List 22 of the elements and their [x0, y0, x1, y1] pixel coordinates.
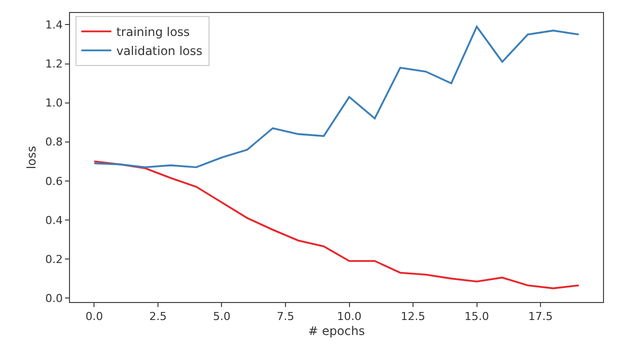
y-tick-label: 0.6: [45, 174, 63, 188]
x-tick-label: 15.0: [464, 310, 490, 324]
x-tick-label: 2.5: [149, 310, 167, 324]
y-tick-label: 0.4: [45, 214, 63, 227]
x-tick-label: 12.5: [400, 310, 426, 324]
x-tick-label: 10.0: [337, 310, 362, 324]
y-tick-label: 0.8: [45, 136, 63, 149]
line-series: [93, 160, 580, 290]
x-axis-title: # epochs: [308, 324, 365, 338]
legend-label: validation loss: [116, 44, 202, 58]
x-tick-label: 17.5: [528, 310, 553, 324]
y-tick-label: 1.4: [45, 18, 63, 32]
legend-label: training loss: [116, 25, 190, 40]
y-tick-label: 0.0: [45, 292, 63, 305]
line-series: [93, 26, 580, 168]
y-tick-label: 1.2: [45, 58, 63, 71]
y-axis-title: loss: [24, 146, 39, 170]
y-tick-label: 1.0: [45, 96, 63, 110]
y-tick-label: 0.2: [45, 252, 63, 266]
x-tick-label: 7.5: [276, 310, 294, 324]
x-tick-label: 0.0: [85, 310, 103, 324]
x-tick-label: 5.0: [212, 310, 230, 324]
